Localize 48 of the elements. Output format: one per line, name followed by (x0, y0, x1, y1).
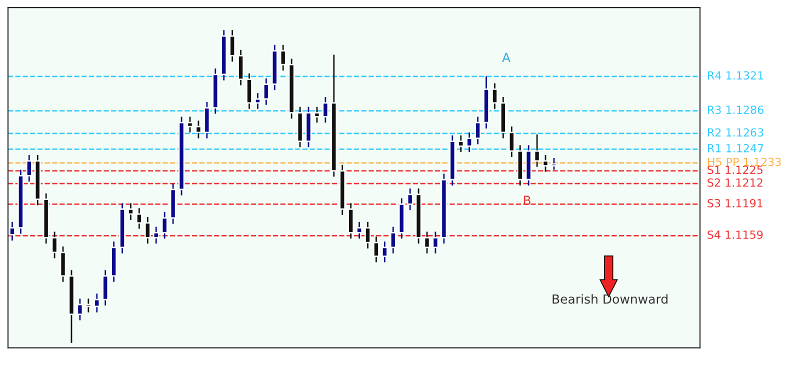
ref-line-label: H5 PP 1.1233 (708, 158, 781, 166)
candlestick (102, 269, 109, 306)
ref-line-label: S2 1.1212 (708, 178, 762, 187)
candlestick (94, 292, 100, 314)
candlestick (246, 72, 252, 110)
candlestick (128, 202, 134, 221)
candlestick (474, 116, 482, 145)
candlestick (424, 231, 430, 254)
candlestick (372, 236, 380, 263)
annotation: Bearish Downward (552, 294, 668, 304)
candlestick (356, 221, 363, 240)
candlestick (466, 132, 473, 153)
candlestick (238, 49, 244, 86)
candlestick (348, 202, 354, 240)
candlestick (229, 29, 236, 62)
ref-line-label: R4 1.1321 (708, 71, 764, 80)
candlestick (280, 44, 286, 72)
candlestick (406, 188, 414, 211)
candlestick (76, 298, 84, 321)
ref-line-label: R2 1.1263 (708, 128, 764, 137)
candlestick (136, 207, 142, 230)
candlestick (186, 116, 194, 134)
candlestick (364, 221, 371, 250)
candlestick (390, 226, 396, 254)
candlestick (508, 126, 515, 158)
candlestick (534, 134, 540, 168)
candlestick (432, 231, 439, 254)
candlestick (314, 106, 320, 124)
candlestick (152, 226, 160, 244)
candlestick (262, 78, 270, 106)
ref-line-label: S1 1.1225 (708, 166, 762, 174)
candlestick (161, 211, 168, 240)
ref-line-label: S3 1.1191 (708, 199, 762, 208)
ref-line-label: R1 1.1247 (708, 144, 764, 152)
candlestick (85, 298, 92, 314)
candlestick (322, 96, 329, 124)
candlestick (381, 240, 388, 263)
annotation: A (502, 52, 510, 62)
candlestick (195, 120, 202, 140)
candlestick (51, 231, 58, 259)
ref-line-label: R3 1.1286 (708, 106, 764, 114)
candlestick (491, 82, 498, 110)
candlestick (144, 216, 151, 244)
candlestick (60, 246, 66, 283)
candlestick (26, 154, 32, 182)
ref-line-label: S4 1.1159 (708, 230, 763, 239)
candlestick (458, 134, 464, 153)
candlestick (254, 92, 261, 110)
